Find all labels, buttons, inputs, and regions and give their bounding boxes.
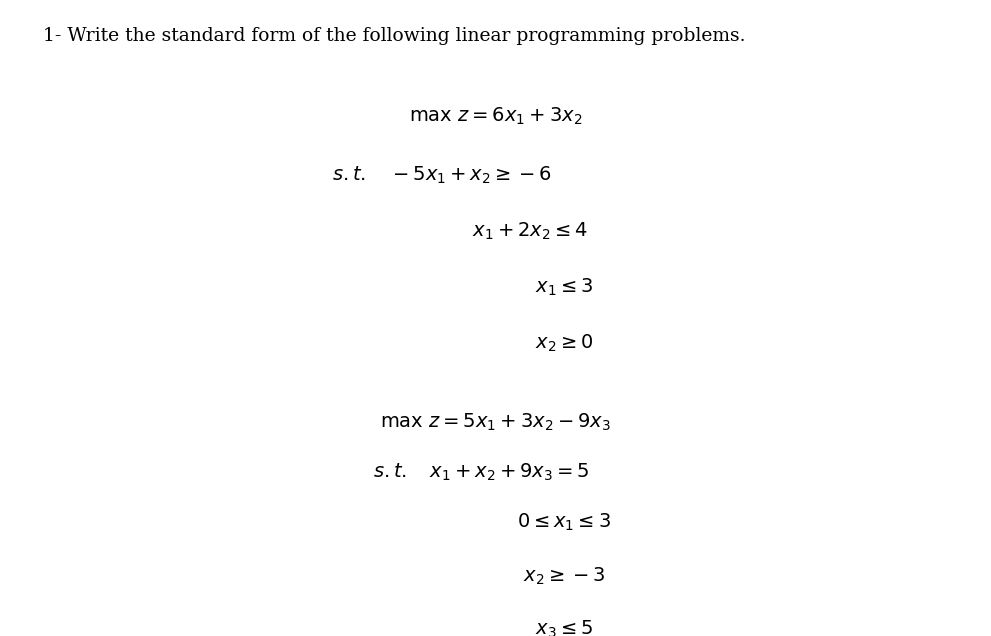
Text: $\max\ z = 6x_1 + 3x_2$: $\max\ z = 6x_1 + 3x_2$ xyxy=(409,106,582,127)
Text: $x_1 + 2x_2 \leq 4$: $x_1 + 2x_2 \leq 4$ xyxy=(472,221,588,242)
Text: $s.t. \quad x_1 + x_2 + 9x_3 = 5$: $s.t. \quad x_1 + x_2 + 9x_3 = 5$ xyxy=(373,462,589,483)
Text: 1- Write the standard form of the following linear programming problems.: 1- Write the standard form of the follow… xyxy=(44,27,746,45)
Text: $0 \leq x_1 \leq 3$: $0 \leq x_1 \leq 3$ xyxy=(517,512,611,534)
Text: $x_3 \leq 5$: $x_3 \leq 5$ xyxy=(535,619,594,636)
Text: $\max\ z = 5x_1 + 3x_2 - 9x_3$: $\max\ z = 5x_1 + 3x_2 - 9x_3$ xyxy=(381,411,610,432)
Text: $x_2 \geq -3$: $x_2 \geq -3$ xyxy=(523,565,606,587)
Text: $s.t. \quad -5x_1 + x_2 \geq -6$: $s.t. \quad -5x_1 + x_2 \geq -6$ xyxy=(332,165,551,186)
Text: $x_1 \leq 3$: $x_1 \leq 3$ xyxy=(535,277,594,298)
Text: $x_2 \geq 0$: $x_2 \geq 0$ xyxy=(535,333,594,354)
